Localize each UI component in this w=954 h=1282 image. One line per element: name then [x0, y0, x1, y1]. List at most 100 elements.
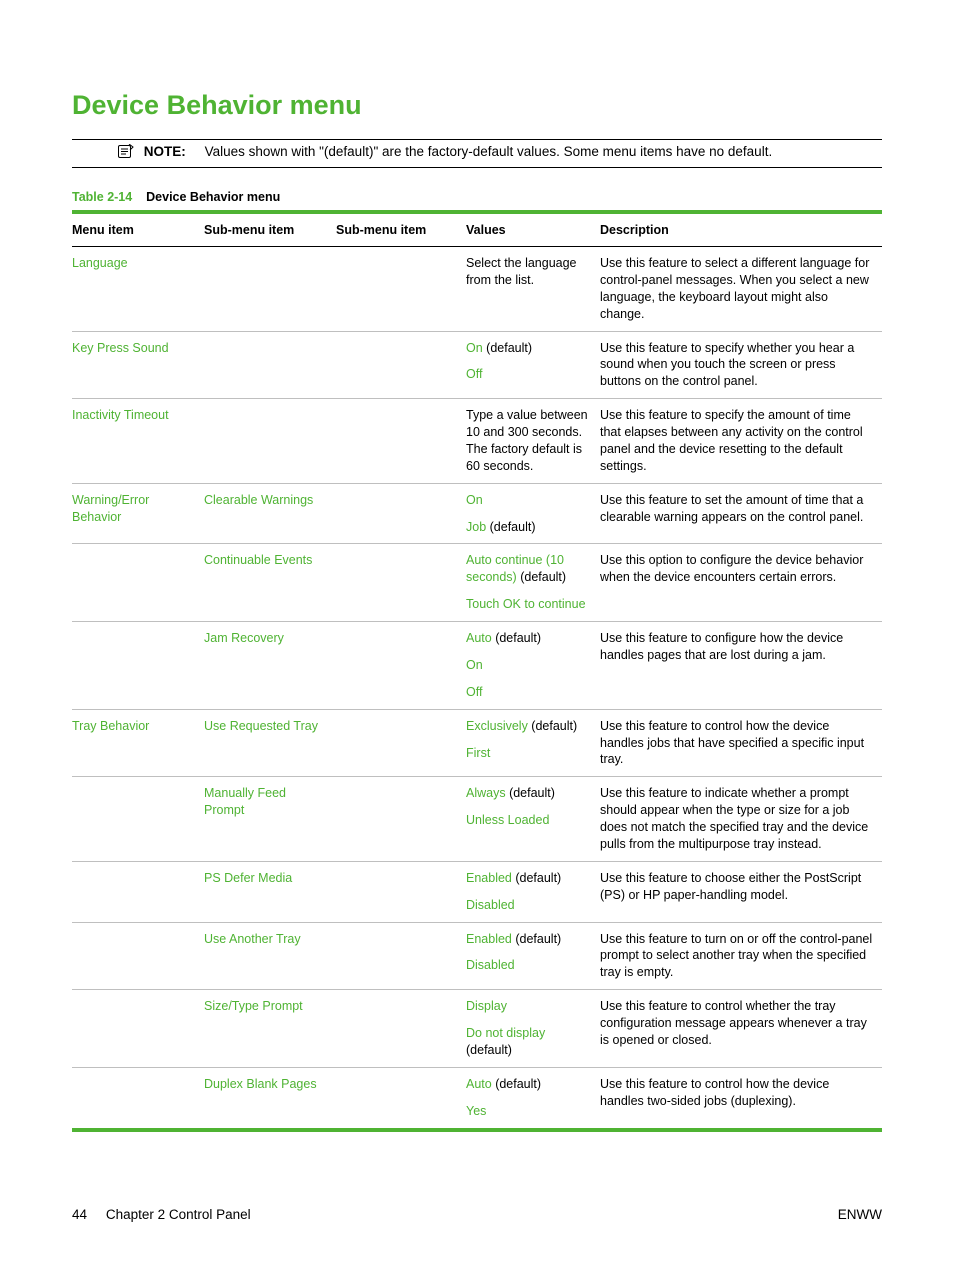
value-option: Exclusively (default): [466, 718, 592, 735]
cell-values: Enabled (default) Disabled: [466, 861, 600, 922]
cell-values: Exclusively (default) First: [466, 709, 600, 777]
col-menu-item: Menu item: [72, 212, 204, 247]
cell-submenu-1: [204, 247, 336, 332]
col-values: Values: [466, 212, 600, 247]
cell-values: On Job (default): [466, 483, 600, 544]
cell-submenu-2: [336, 483, 466, 544]
cell-description: Use this feature to set the amount of ti…: [600, 483, 882, 544]
cell-menu-item: [72, 990, 204, 1068]
cell-submenu-2: [336, 1067, 466, 1129]
cell-submenu-2: [336, 399, 466, 484]
value-option: Off: [466, 366, 592, 383]
value-option: Disabled: [466, 897, 592, 914]
cell-menu-item: Tray Behavior: [72, 709, 204, 777]
cell-description: Use this feature to indicate whether a p…: [600, 777, 882, 862]
cell-menu-item: [72, 544, 204, 622]
value-option: Type a value between 10 and 300 seconds.…: [466, 407, 592, 475]
cell-description: Use this feature to configure how the de…: [600, 622, 882, 710]
value-option: On: [466, 492, 592, 509]
table-header-row: Menu item Sub-menu item Sub-menu item Va…: [72, 212, 882, 247]
value-option: Yes: [466, 1103, 592, 1120]
cell-values: On (default) Off: [466, 331, 600, 399]
cell-values: Display Do not display (default): [466, 990, 600, 1068]
value-option: Always (default): [466, 785, 592, 802]
cell-submenu-2: [336, 247, 466, 332]
cell-submenu-1: PS Defer Media: [204, 861, 336, 922]
value-option: Disabled: [466, 957, 592, 974]
cell-submenu-2: [336, 861, 466, 922]
cell-submenu-2: [336, 544, 466, 622]
cell-submenu-1: [204, 399, 336, 484]
table-row: Duplex Blank Pages Auto (default) Yes Use t…: [72, 1067, 882, 1129]
cell-values: Always (default) Unless Loaded: [466, 777, 600, 862]
table-row: LanguageSelect the language from the lis…: [72, 247, 882, 332]
table-row: Tray BehaviorUse Requested TrayExclusive…: [72, 709, 882, 777]
value-option: Unless Loaded: [466, 812, 592, 829]
cell-submenu-1: [204, 331, 336, 399]
note-block: NOTE: Values shown with "(default)" are …: [72, 139, 882, 168]
value-option: Enabled (default): [466, 870, 592, 887]
table-row: Manually Feed Prompt Always (default) Unle…: [72, 777, 882, 862]
cell-menu-item: [72, 777, 204, 862]
value-option: Enabled (default): [466, 931, 592, 948]
cell-submenu-2: [336, 990, 466, 1068]
cell-values: Enabled (default) Disabled: [466, 922, 600, 990]
value-option: Auto continue (10 seconds) (default): [466, 552, 592, 586]
cell-description: Use this feature to specify the amount o…: [600, 399, 882, 484]
value-option: On (default): [466, 340, 592, 357]
cell-values: Type a value between 10 and 300 seconds.…: [466, 399, 600, 484]
value-option: Auto (default): [466, 630, 592, 647]
table-row: Warning/Error BehaviorClearable Warnings…: [72, 483, 882, 544]
footer-chapter: Chapter 2 Control Panel: [106, 1207, 251, 1222]
device-behavior-table: Menu item Sub-menu item Sub-menu item Va…: [72, 210, 882, 1132]
value-option: Off: [466, 684, 592, 701]
cell-values: Auto (default) On Off: [466, 622, 600, 710]
cell-submenu-1: Use Another Tray: [204, 922, 336, 990]
cell-submenu-2: [336, 777, 466, 862]
note-icon: [118, 144, 134, 161]
cell-menu-item: Warning/Error Behavior: [72, 483, 204, 544]
table-row: Continuable Events Auto continue (10 seco…: [72, 544, 882, 622]
page-title: Device Behavior menu: [72, 90, 882, 121]
value-option: On: [466, 657, 592, 674]
cell-submenu-1: Continuable Events: [204, 544, 336, 622]
cell-menu-item: [72, 861, 204, 922]
cell-values: Select the language from the list.: [466, 247, 600, 332]
cell-values: Auto (default) Yes: [466, 1067, 600, 1129]
cell-description: Use this option to configure the device …: [600, 544, 882, 622]
table-row: Size/Type Prompt Display Do not display (d…: [72, 990, 882, 1068]
note-text: Values shown with "(default)" are the fa…: [205, 144, 773, 159]
cell-menu-item: Inactivity Timeout: [72, 399, 204, 484]
page-footer: 44 Chapter 2 Control Panel ENWW: [72, 1207, 882, 1222]
cell-description: Use this feature to choose either the Po…: [600, 861, 882, 922]
cell-values: Auto continue (10 seconds) (default) Touc…: [466, 544, 600, 622]
value-option: Display: [466, 998, 592, 1015]
cell-description: Use this feature to control how the devi…: [600, 1067, 882, 1129]
cell-description: Use this feature to turn on or off the c…: [600, 922, 882, 990]
cell-description: Use this feature to control whether the …: [600, 990, 882, 1068]
value-option: Do not display (default): [466, 1025, 592, 1059]
cell-submenu-2: [336, 331, 466, 399]
cell-menu-item: [72, 622, 204, 710]
cell-submenu-2: [336, 922, 466, 990]
cell-submenu-1: Duplex Blank Pages: [204, 1067, 336, 1129]
table-row: Jam RecoveryAuto (default)OnOffUse this …: [72, 622, 882, 710]
value-option: Job (default): [466, 519, 592, 536]
value-option: Auto (default): [466, 1076, 592, 1093]
cell-submenu-2: [336, 709, 466, 777]
value-option: Touch OK to continue: [466, 596, 592, 613]
table-row: PS Defer Media Enabled (default) Disabled U…: [72, 861, 882, 922]
cell-submenu-1: Clearable Warnings: [204, 483, 336, 544]
value-option: First: [466, 745, 592, 762]
footer-page-number: 44: [72, 1207, 87, 1222]
cell-menu-item: Key Press Sound: [72, 331, 204, 399]
table-caption-title: Device Behavior menu: [146, 190, 280, 204]
col-description: Description: [600, 212, 882, 247]
cell-submenu-1: Size/Type Prompt: [204, 990, 336, 1068]
col-submenu-1: Sub-menu item: [204, 212, 336, 247]
cell-description: Use this feature to select a different l…: [600, 247, 882, 332]
cell-submenu-1: Manually Feed Prompt: [204, 777, 336, 862]
cell-submenu-2: [336, 622, 466, 710]
col-submenu-2: Sub-menu item: [336, 212, 466, 247]
cell-menu-item: [72, 1067, 204, 1129]
